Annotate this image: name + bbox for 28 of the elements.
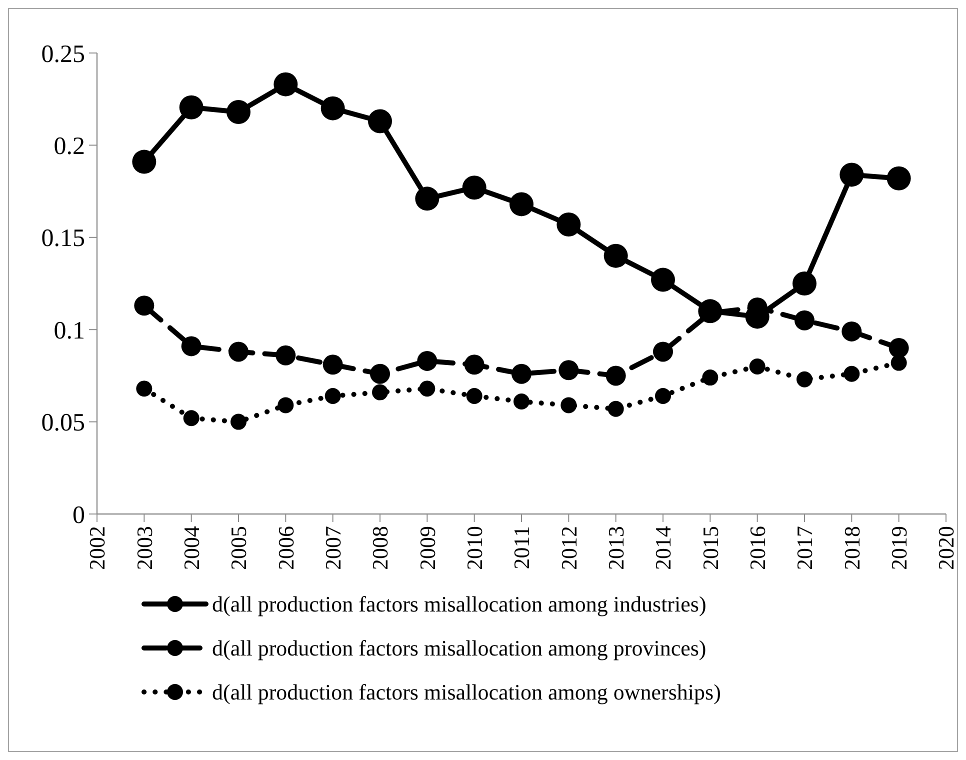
x-tick-label: 2010: [462, 526, 488, 570]
legend-label: d(all production factors misallocation among provinces): [212, 636, 706, 661]
x-tick-label: 2005: [226, 526, 252, 570]
y-tick-label: 0: [72, 502, 85, 529]
x-tick-label: 2004: [179, 526, 204, 570]
y-tick-label: 0.2: [54, 132, 85, 160]
legend-label: d(all production factors misallocation among ownerships): [212, 680, 721, 705]
x-tick-label: 2017: [792, 526, 818, 570]
x-tick-label: 2009: [414, 526, 440, 570]
y-tick-label: 0.25: [41, 40, 85, 68]
x-tick-label: 2014: [650, 526, 676, 570]
x-tick-label: 2015: [698, 526, 723, 570]
x-tick-label: 2006: [273, 526, 298, 570]
y-tick-label: 0.15: [41, 225, 85, 252]
legend-label: d(all production factors misallocation among industries): [212, 592, 706, 617]
x-tick-label: 2002: [84, 526, 110, 570]
y-tick-label: 0.05: [41, 410, 85, 437]
x-tick-label: 2007: [320, 526, 346, 570]
x-tick-label: 2018: [839, 526, 864, 570]
x-tick-label: 2011: [509, 526, 534, 570]
x-tick-label: 2012: [556, 526, 582, 570]
x-tick-label: 2008: [368, 526, 393, 570]
y-tick-label: 0.1: [54, 317, 85, 344]
x-tick-label: 2016: [745, 526, 770, 570]
x-tick-label: 2003: [132, 526, 157, 570]
x-tick-label: 2019: [886, 526, 912, 570]
x-tick-label: 2013: [604, 526, 629, 570]
x-tick-label: 2020: [934, 526, 959, 570]
